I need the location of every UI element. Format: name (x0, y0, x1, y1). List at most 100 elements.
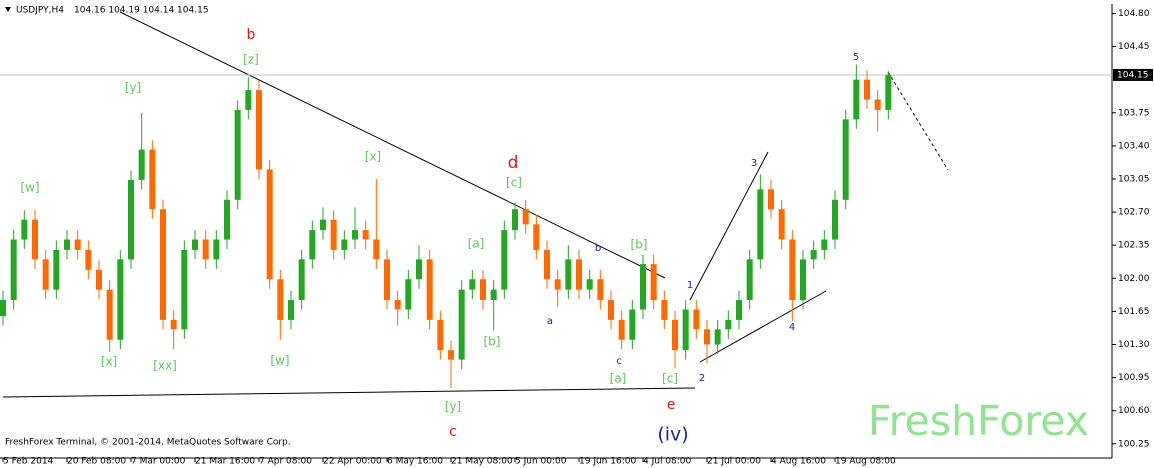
candle-body (256, 90, 262, 170)
candle-body (96, 269, 102, 290)
candle-body (800, 259, 806, 301)
candle-body (458, 289, 465, 360)
candle-body (885, 74, 892, 110)
wave-label: a (547, 316, 553, 327)
candle-body (64, 239, 70, 250)
x-tick-label: 21 Jul 00:00 (707, 457, 761, 467)
wave-label: d (508, 153, 519, 173)
candle-body (682, 309, 689, 351)
candle-body (480, 279, 486, 301)
y-tick-label: 100.60 (1118, 406, 1150, 416)
y-tick-label: 102.00 (1118, 274, 1150, 284)
candle-body (544, 249, 550, 280)
candle-body (74, 239, 81, 250)
y-tick-label: 103.05 (1118, 174, 1150, 184)
candle-body (298, 259, 305, 301)
candle-body (234, 109, 241, 200)
x-tick-label: 22 Apr 00:00 (323, 457, 382, 467)
candle-body (736, 300, 742, 320)
candle-body (597, 279, 604, 301)
y-tick-label: 101.65 (1118, 307, 1150, 317)
candle-body (704, 329, 710, 345)
wave-label: 4 (789, 322, 795, 333)
ohlc-readout: 104.16 104.19 104.14 104.15 (74, 6, 209, 16)
x-tick-label: 20 Feb 08:00 (67, 457, 126, 467)
candle-body (661, 300, 668, 320)
candle-body (864, 79, 870, 100)
candle-body (522, 209, 529, 225)
candle-body (437, 319, 444, 351)
candle-body (309, 230, 316, 260)
x-tick-label: 4 Jul 08:00 (643, 457, 692, 467)
candle-body (629, 309, 636, 340)
watermark: FreshForex (868, 397, 1089, 445)
x-tick-label: 7 Apr 08:00 (259, 457, 312, 467)
candle-body (821, 239, 828, 250)
y-tick-label: 102.35 (1118, 241, 1150, 251)
y-tick-label: 100.95 (1118, 373, 1150, 383)
candle-body (768, 189, 774, 210)
y-tick-label: 101.30 (1118, 340, 1150, 350)
wave-label: 1 (687, 280, 693, 291)
wave-label: [x] (101, 355, 117, 369)
x-tick-label: 19 Aug 08:00 (835, 457, 896, 467)
trend-line (689, 151, 769, 301)
candle-body (170, 319, 177, 330)
projection-line (887, 71, 949, 171)
candle-body (224, 199, 230, 240)
candle-body (757, 189, 764, 260)
candle-body (693, 309, 700, 330)
wave-label: 5 (853, 52, 859, 63)
wave-label: b (247, 27, 256, 43)
candle-body (778, 209, 785, 240)
candle-body (213, 239, 220, 260)
candle-body (373, 239, 380, 260)
candle-body (853, 79, 860, 120)
candle-body (672, 319, 678, 351)
wave-label: [xx] (153, 359, 177, 373)
last-price-label: 104.15 (1117, 70, 1149, 80)
candle-body (533, 224, 540, 250)
candle-body (789, 239, 796, 301)
candle-body (106, 289, 113, 340)
candle-body (341, 239, 348, 250)
candle-body (10, 239, 17, 301)
candle-body (32, 219, 38, 260)
wave-label: [c] (506, 176, 522, 190)
x-tick-label: 21 May 08:00 (451, 457, 513, 467)
candle-body (42, 259, 49, 290)
candle-body (330, 219, 337, 250)
wave-label: c (616, 356, 622, 367)
x-tick-label: 19 Jun 16:00 (579, 457, 636, 467)
wave-label: e (667, 397, 676, 413)
candle-body (576, 259, 582, 290)
candle-body (149, 149, 156, 210)
candle-body (21, 219, 28, 240)
last-price-box (1113, 68, 1153, 81)
candle-body (725, 319, 732, 330)
candle-body (405, 279, 412, 310)
candle-body (160, 209, 166, 320)
candle-body (245, 90, 252, 110)
candle-body (640, 264, 646, 310)
wave-label: [z] (243, 53, 259, 67)
candle-body (266, 169, 273, 280)
wave-label: c (449, 424, 457, 440)
candle-body (608, 300, 614, 320)
x-tick-label: 7 Mar 00:00 (131, 457, 186, 467)
x-tick-label: 5 Jun 00:00 (515, 457, 567, 467)
candle-body (501, 230, 508, 290)
x-tick-label: 21 Mar 16:00 (195, 457, 255, 467)
y-tick-label: 103.75 (1118, 108, 1150, 118)
wave-label: [a] (468, 237, 485, 251)
candle-body (202, 239, 209, 260)
candle-body (394, 300, 401, 310)
wave-label: [c] (662, 372, 678, 386)
x-tick-label: 6 May 16:00 (387, 457, 443, 467)
candle-body (277, 279, 284, 320)
candle-body (874, 99, 881, 110)
copyright: FreshForex Terminal, © 2001-2014, MetaQu… (5, 438, 291, 448)
x-tick-label: 5 Feb 2014 (3, 457, 54, 467)
candle-body (384, 259, 390, 301)
